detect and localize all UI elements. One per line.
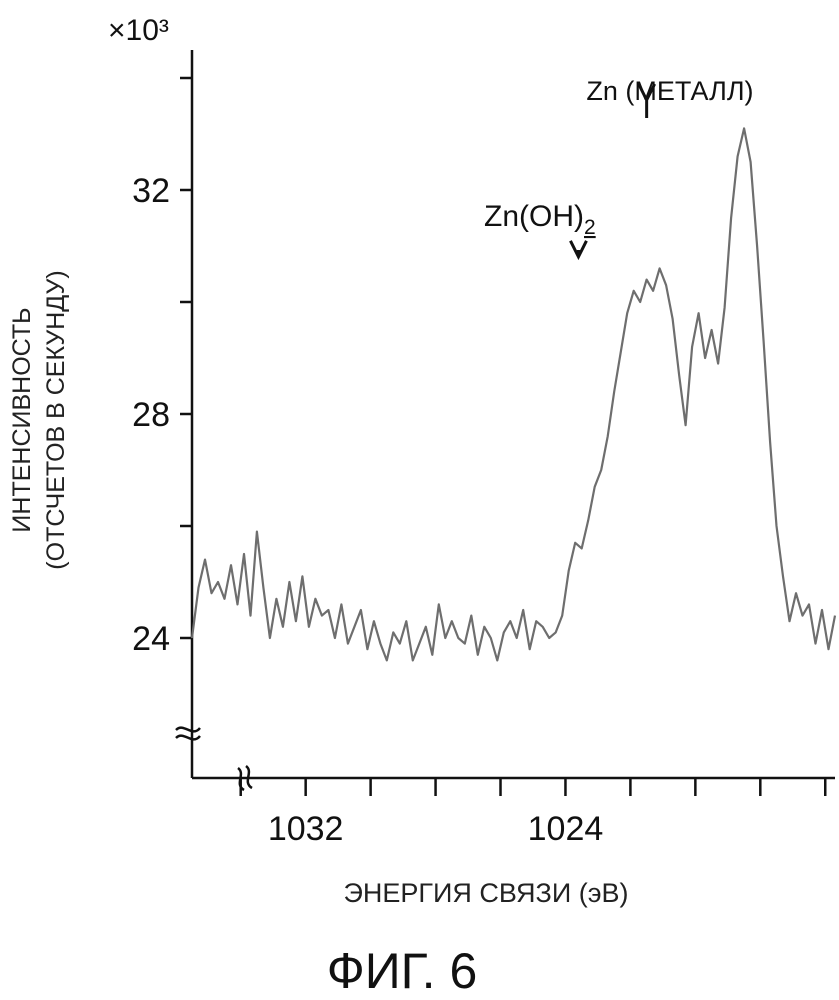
tick-labels: 32 28 24 1032 1024 — [132, 172, 603, 848]
y-tick-label: 24 — [132, 620, 170, 658]
y-tick-label: 28 — [132, 396, 170, 434]
annotation-zn-oh2: Zn(OH)2 — [484, 200, 596, 239]
y-axis-title-line2: (ОТСЧЕТОВ В СЕКУНДУ) — [42, 270, 70, 569]
y-multiplier-label: ×10³ — [108, 14, 169, 47]
axis-ticks — [180, 78, 825, 796]
annotation-zn-metal: Zn (МЕТАЛЛ) — [586, 76, 753, 106]
x-axis-title: ЭНЕРГИЯ СВЯЗИ (эВ) — [343, 878, 628, 908]
y-axis-title-line1: ИНТЕНСИВНОСТЬ — [8, 307, 36, 532]
x-tick-label: 1024 — [528, 810, 604, 848]
arrow-icon — [570, 241, 586, 257]
y-tick-label: 32 — [132, 172, 170, 210]
y-axis-break — [176, 728, 200, 740]
x-tick-label: 1032 — [268, 810, 344, 848]
figure-caption: ФИГ. 6 — [327, 943, 478, 999]
